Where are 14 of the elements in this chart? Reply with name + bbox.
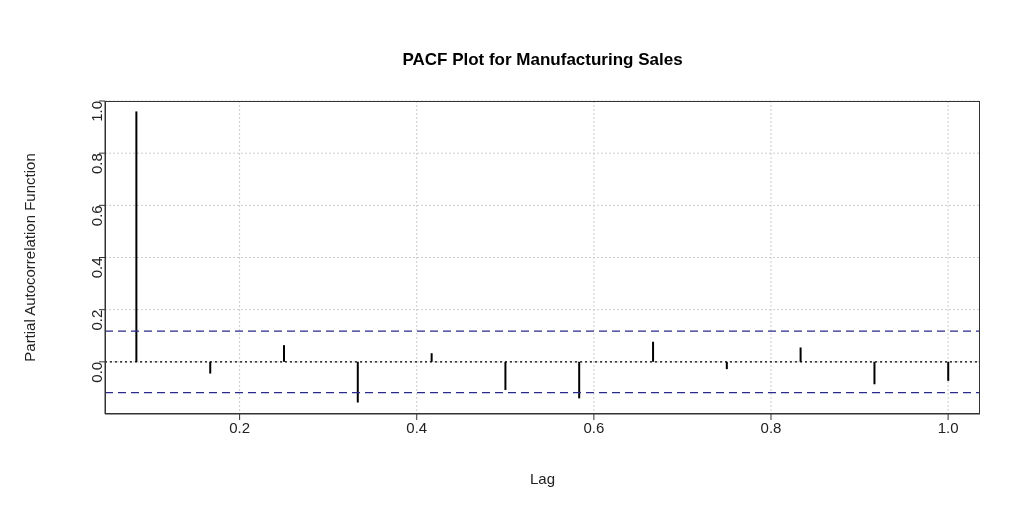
y-axis-title: Partial Autocorrelation Function bbox=[21, 153, 39, 362]
y-tick-label: 1.0 bbox=[88, 101, 106, 122]
y-tick-label: 0.4 bbox=[88, 257, 106, 279]
y-tick-label: 0.8 bbox=[88, 153, 106, 175]
x-tick-label: 0.4 bbox=[406, 418, 428, 436]
x-tick-label: 0.6 bbox=[583, 418, 605, 436]
y-tick-label: 0.0 bbox=[88, 361, 106, 383]
y-tick-label: 0.6 bbox=[88, 205, 106, 227]
x-axis-title: Lag bbox=[529, 470, 556, 487]
chart-title: PACF Plot for Manufacturing Sales bbox=[401, 50, 684, 70]
x-tick-label: 0.8 bbox=[760, 418, 782, 436]
x-tick-label: 1.0 bbox=[937, 418, 959, 436]
y-tick-label: 0.2 bbox=[88, 309, 106, 331]
x-tick-label: 0.2 bbox=[229, 418, 251, 436]
